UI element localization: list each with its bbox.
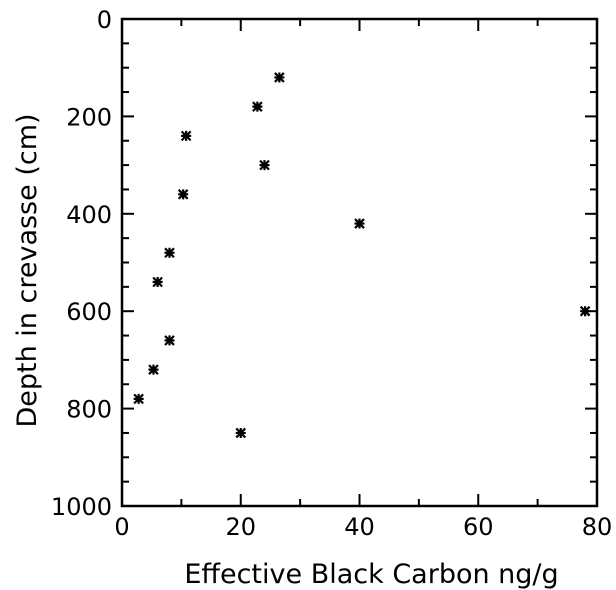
data-point: [354, 218, 365, 229]
plot-frame: [120, 17, 599, 508]
y-axis-title: Depth in crevasse (cm): [12, 113, 43, 427]
y-tick-label: 800: [66, 396, 112, 424]
data-point: [164, 335, 175, 346]
y-tick-label: 200: [66, 103, 112, 131]
data-point: [177, 189, 189, 200]
x-tick-label: 40: [344, 513, 375, 541]
data-point: [180, 130, 192, 142]
x-tick-label: 60: [463, 513, 494, 541]
y-tick-label: 600: [66, 298, 112, 326]
data-point: [274, 72, 285, 83]
data-point: [148, 364, 159, 375]
data-point: [579, 305, 591, 317]
y-tick-label: 400: [66, 201, 112, 229]
data-point: [235, 427, 247, 439]
y-tick-label: 0: [97, 6, 112, 34]
data-point: [133, 393, 144, 405]
data-point: [152, 276, 163, 288]
x-tick-label: 20: [225, 513, 256, 541]
data-point: [259, 159, 270, 171]
y-tick-label: 1000: [51, 493, 112, 521]
x-axis-title: Effective Black Carbon ng/g: [184, 559, 558, 590]
points-layer: [133, 72, 591, 439]
data-point: [164, 247, 175, 259]
data-point: [252, 101, 263, 112]
x-tick-label: 80: [582, 513, 613, 541]
x-tick-label: 0: [114, 513, 129, 541]
